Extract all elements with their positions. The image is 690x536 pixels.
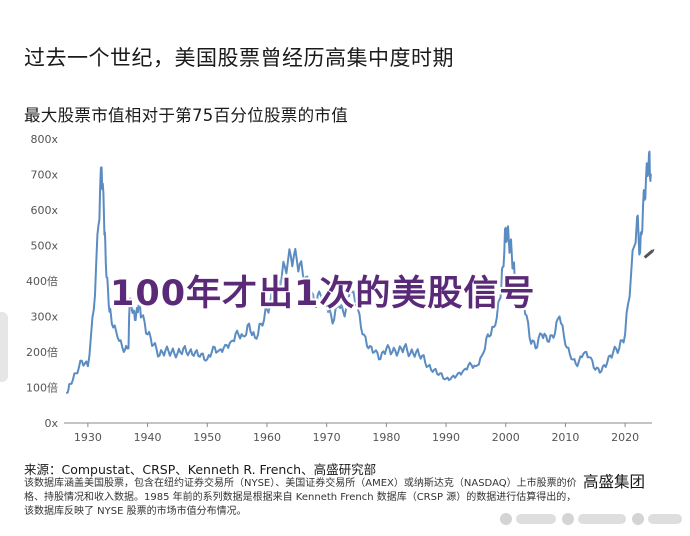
brand-label: 高盛集团 <box>583 473 646 491</box>
y-tick-label: 600x <box>30 204 58 217</box>
chart-subtitle: 最大股票市值相对于第75百分位股票的市值 <box>24 106 348 125</box>
headline-banner: 100年才出1次的美股信号 <box>110 274 536 314</box>
y-tick-label: 800x <box>30 133 58 146</box>
page-title: 过去一个世纪，美国股票曾经历高集中度时期 <box>24 46 454 70</box>
axes: 0x 100倍 200倍 300x 400倍 500x 600x 700x 800x 1930 19… <box>26 133 652 444</box>
y-tick-label: 700x <box>30 169 58 182</box>
source-note: 该数据库涵盖美国股票，包含在纽约证券交易所（NYSE）、美国证券交易所（AMEX… <box>24 478 577 517</box>
y-tick-label: 400倍 <box>26 274 58 288</box>
y-tick-label: 0x <box>44 417 58 430</box>
x-tick-label: 1990 <box>432 431 460 444</box>
line-chart: 0x 100倍 200倍 300x 400倍 500x 600x 700x 800x 1930 19… <box>26 133 655 444</box>
x-tick-label: 1930 <box>74 431 102 444</box>
y-tick-label: 500x <box>30 240 58 253</box>
x-tick-label: 2020 <box>611 431 639 444</box>
watermark-bar <box>578 514 626 524</box>
series-line <box>66 150 652 394</box>
watermark <box>500 512 685 526</box>
side-tab[interactable] <box>0 312 8 382</box>
y-tick-label: 300x <box>30 311 58 324</box>
watermark-bar <box>516 514 556 524</box>
watermark-dot <box>500 513 512 525</box>
x-tick-label: 2000 <box>492 431 520 444</box>
series-layer <box>66 150 652 394</box>
source-line: 来源：Compustat、CRSP、Kenneth R. French、高盛研究… <box>24 462 377 477</box>
chart-area: 0x 100倍 200倍 300x 400倍 500x 600x 700x 800x 1930 19… <box>0 125 690 455</box>
y-tick-label: 200倍 <box>26 345 58 359</box>
x-tick-label: 1950 <box>193 431 221 444</box>
watermark-dot <box>632 513 644 525</box>
x-tick-label: 1940 <box>134 431 162 444</box>
watermark-bar <box>648 514 682 524</box>
x-tick-label: 1980 <box>372 431 400 444</box>
x-tick-label: 2010 <box>551 431 579 444</box>
pencil-icon <box>643 249 655 259</box>
y-tick-label: 100倍 <box>26 381 58 395</box>
watermark-dot <box>562 513 574 525</box>
x-tick-label: 1970 <box>313 431 341 444</box>
icon-layer <box>643 249 655 259</box>
x-tick-label: 1960 <box>253 431 281 444</box>
